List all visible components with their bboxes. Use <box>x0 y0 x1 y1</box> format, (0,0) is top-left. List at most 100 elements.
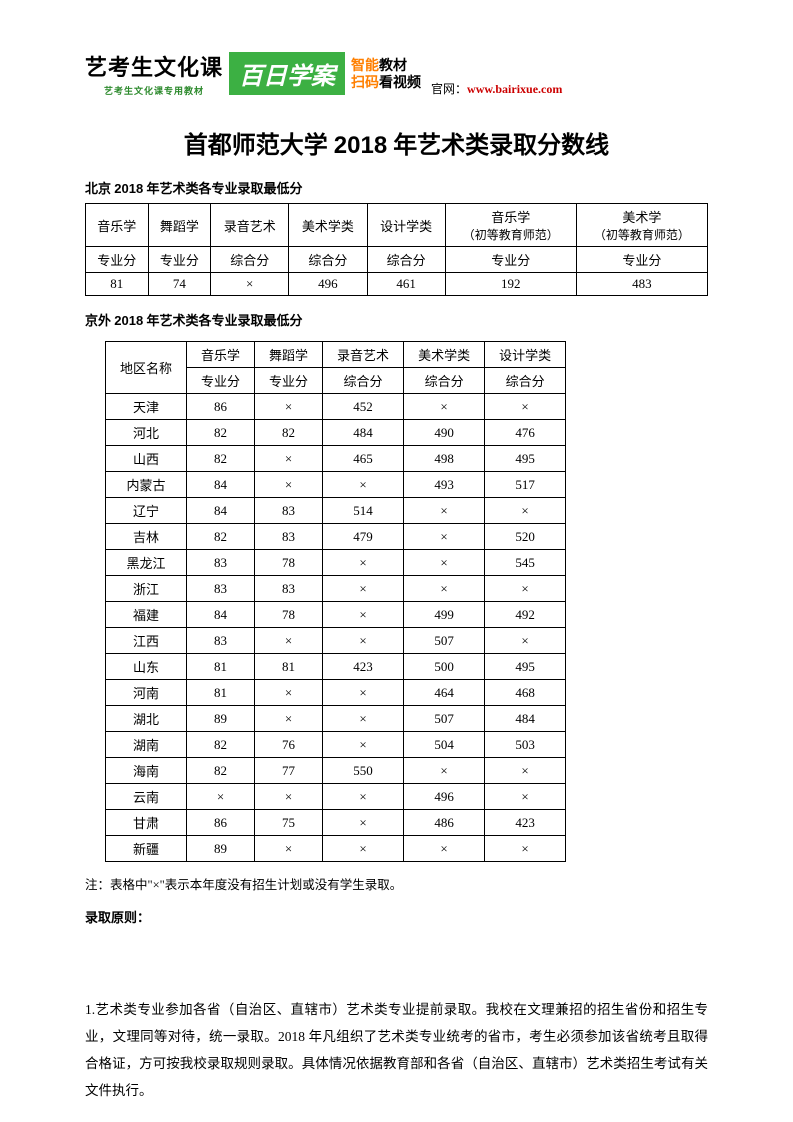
td-region: 辽宁 <box>106 498 187 524</box>
td: 89 <box>187 706 255 732</box>
header-banner: 艺考生文化课 艺考生文化课专用教材 百日学案 智能教材 扫码看视频 官网：www… <box>85 50 708 97</box>
principle-title: 录取原则： <box>85 907 708 926</box>
th: 设计学类 <box>485 342 566 368</box>
td: × <box>323 550 404 576</box>
td: 84 <box>187 602 255 628</box>
td: 461 <box>367 273 445 296</box>
td: 82 <box>255 420 323 446</box>
banner-subtitle: 艺考生文化课专用教材 <box>85 84 223 97</box>
td: 483 <box>576 273 707 296</box>
td: 476 <box>485 420 566 446</box>
td: × <box>323 810 404 836</box>
td: × <box>255 680 323 706</box>
td: 504 <box>404 732 485 758</box>
table-row: 地区名称 音乐学 舞蹈学 录音艺术 美术学类 设计学类 <box>106 342 566 368</box>
td: 82 <box>187 420 255 446</box>
s1-post: 年艺术类各专业录取最低分 <box>143 181 302 196</box>
td-region: 河南 <box>106 680 187 706</box>
td: × <box>323 472 404 498</box>
td: × <box>323 706 404 732</box>
table-beijing: 音乐学 舞蹈学 录音艺术 美术学类 设计学类 音乐学（初等教育师范） 美术学（初… <box>85 203 708 296</box>
td: × <box>255 472 323 498</box>
td: × <box>323 576 404 602</box>
td: 452 <box>323 394 404 420</box>
td-region: 甘肃 <box>106 810 187 836</box>
table-row: 吉林8283479×520 <box>106 524 566 550</box>
td: × <box>404 576 485 602</box>
td-region: 江西 <box>106 628 187 654</box>
td: 81 <box>86 273 149 296</box>
banner-line-1: 智能教材 <box>351 57 421 74</box>
td: 192 <box>445 273 576 296</box>
black-text-1: 教材 <box>379 57 407 73</box>
th: 综合分 <box>323 368 404 394</box>
table-row: 湖南8276×504503 <box>106 732 566 758</box>
td-region: 福建 <box>106 602 187 628</box>
td: 514 <box>323 498 404 524</box>
td: × <box>485 498 566 524</box>
td: 495 <box>485 446 566 472</box>
table-row: 河南81××464468 <box>106 680 566 706</box>
td: 综合分 <box>367 247 445 273</box>
tbody: 天津86×452××河北8282484490476山西82×465498495内… <box>106 394 566 862</box>
td: 520 <box>485 524 566 550</box>
official-url: www.bairixue.com <box>467 82 562 96</box>
td: 492 <box>485 602 566 628</box>
banner-line-2: 扫码看视频 <box>351 74 421 91</box>
table-row: 云南×××496× <box>106 784 566 810</box>
th-bot: （初等教育师范） <box>594 228 690 242</box>
banner-left: 艺考生文化课 艺考生文化课专用教材 <box>85 50 223 97</box>
td: × <box>404 550 485 576</box>
orange-text-2: 扫码 <box>351 74 379 90</box>
th: 录音艺术 <box>323 342 404 368</box>
td: 550 <box>323 758 404 784</box>
table-row: 湖北89××507484 <box>106 706 566 732</box>
section1-title: 北京 2018 年艺术类各专业录取最低分 <box>85 178 708 197</box>
th: 音乐学 <box>187 342 255 368</box>
section2-title: 京外 2018 年艺术类各专业录取最低分 <box>85 310 708 329</box>
td: × <box>323 628 404 654</box>
orange-text-1: 智能 <box>351 57 379 73</box>
banner-right: 智能教材 扫码看视频 <box>351 57 421 91</box>
title-pre: 首都师范大学 <box>184 133 334 159</box>
td: 479 <box>323 524 404 550</box>
td: × <box>255 628 323 654</box>
td: 82 <box>187 732 255 758</box>
body-paragraph: 1.艺术类专业参加各省（自治区、直辖市）艺术类专业提前录取。我校在文理兼招的招生… <box>85 996 708 1104</box>
black-text-2: 看视频 <box>379 74 421 90</box>
td: 综合分 <box>211 247 289 273</box>
td: 493 <box>404 472 485 498</box>
th: 舞蹈学 <box>148 204 211 247</box>
td: × <box>255 706 323 732</box>
banner-green-box: 百日学案 <box>229 52 345 95</box>
td: 507 <box>404 706 485 732</box>
title-post: 年艺术类录取分数线 <box>387 133 609 159</box>
td-region: 云南 <box>106 784 187 810</box>
td-region: 海南 <box>106 758 187 784</box>
th: 设计学类 <box>367 204 445 247</box>
td: × <box>255 836 323 862</box>
td: 78 <box>255 550 323 576</box>
th-top: 音乐学 <box>491 210 530 225</box>
td: 423 <box>323 654 404 680</box>
td: 498 <box>404 446 485 472</box>
td: × <box>485 394 566 420</box>
td-region: 天津 <box>106 394 187 420</box>
td: 83 <box>255 576 323 602</box>
td: 82 <box>187 758 255 784</box>
td: 86 <box>187 810 255 836</box>
table-row: 81 74 × 496 461 192 483 <box>86 273 708 296</box>
td: 专业分 <box>86 247 149 273</box>
td-region: 河北 <box>106 420 187 446</box>
table-row: 江西83××507× <box>106 628 566 654</box>
th: 音乐学 <box>86 204 149 247</box>
td: 77 <box>255 758 323 784</box>
td: × <box>404 836 485 862</box>
td: 83 <box>187 628 255 654</box>
th: 音乐学（初等教育师范） <box>445 204 576 247</box>
table-row: 天津86×452×× <box>106 394 566 420</box>
td: 83 <box>187 550 255 576</box>
td: × <box>255 784 323 810</box>
th: 专业分 <box>255 368 323 394</box>
table-row: 新疆89×××× <box>106 836 566 862</box>
